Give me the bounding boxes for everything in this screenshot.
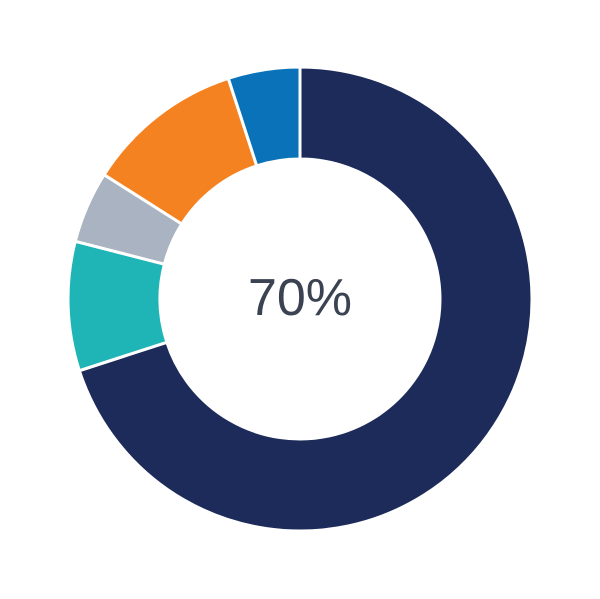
center-percentage-label: 70%	[247, 269, 353, 327]
donut-slice-5	[226, 65, 302, 168]
donut-slice-1	[77, 65, 534, 533]
